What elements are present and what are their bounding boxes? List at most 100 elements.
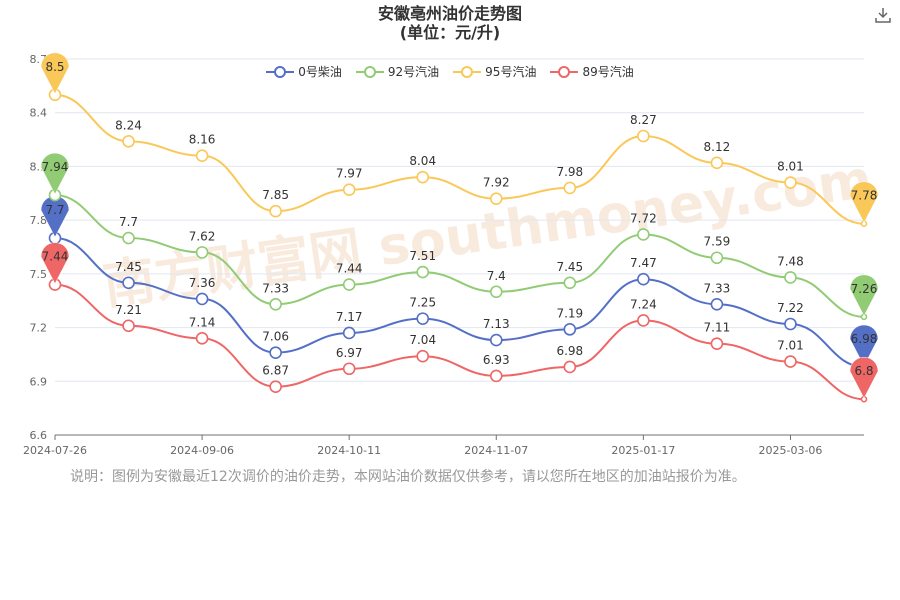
data-label: 8.24	[115, 118, 142, 132]
data-label: 7.59	[704, 235, 731, 249]
data-label: 7.62	[189, 229, 216, 243]
data-label: 6.97	[336, 346, 363, 360]
x-tick-label: 2025-01-17	[611, 444, 675, 457]
legend-label: 92号汽油	[387, 65, 440, 79]
marker-pin: 7.78	[849, 181, 879, 224]
legend-item[interactable]: 92号汽油	[355, 63, 440, 80]
data-label: 6.93	[483, 353, 510, 367]
data-point	[269, 346, 282, 359]
data-point	[342, 362, 356, 376]
data-point	[489, 192, 503, 205]
data-point	[784, 355, 797, 368]
x-tick-label: 2024-07-26	[23, 444, 87, 457]
data-label: 7.92	[483, 176, 510, 190]
series-line	[54, 93, 865, 225]
marker-pin: 7.7	[40, 195, 70, 238]
marker-pin-shape	[849, 357, 879, 399]
data-label: 8.04	[409, 154, 436, 168]
download-icon[interactable]	[874, 6, 892, 24]
data-point	[784, 271, 797, 284]
data-label: 6.87	[262, 364, 289, 378]
data-label: 7.11	[704, 321, 731, 335]
marker-pin-label: 7.44	[42, 250, 69, 264]
series-group: 8.24 8.16 7.85 7.97 8.04 7.92 7.98 8.27 8.12 8.01…	[40, 52, 879, 228]
data-point	[637, 228, 650, 241]
data-point	[637, 314, 650, 327]
data-label: 7.25	[409, 296, 436, 310]
legend-item[interactable]: 95号汽油	[453, 63, 536, 80]
marker-pin-label: 8.5	[45, 60, 64, 74]
legend-label: 95号汽油	[485, 65, 537, 79]
series-line	[54, 194, 865, 318]
y-tick-label: 6.6	[30, 429, 48, 442]
data-label: 7.48	[777, 254, 804, 268]
data-label: 7.17	[336, 310, 363, 324]
series-line	[54, 237, 865, 368]
legend-item[interactable]: 0号柴油	[266, 63, 342, 80]
data-point	[416, 349, 430, 363]
marker-pin-label: 6.98	[851, 332, 878, 346]
data-point	[489, 285, 503, 299]
marker-pin-shape	[40, 52, 70, 95]
marker-pin-shape	[40, 242, 70, 285]
data-label: 8.27	[630, 113, 657, 127]
marker-pin-label: 6.8	[854, 364, 873, 378]
marker-pin-shape	[40, 152, 70, 195]
legend-swatch-icon	[453, 65, 482, 78]
legend-swatch-icon	[550, 65, 579, 78]
series-group: 7.21 7.14 6.87 6.97 7.04 6.93 6.98 7.24 7.11 7.01…	[40, 242, 879, 403]
data-point	[342, 326, 356, 340]
data-label: 7.7	[119, 215, 138, 229]
data-point	[710, 337, 724, 350]
data-point	[563, 276, 577, 290]
data-label: 7.06	[262, 330, 289, 344]
data-label: 7.33	[262, 281, 289, 295]
data-point	[710, 156, 724, 170]
data-point	[637, 129, 650, 143]
data-label: 7.72	[630, 211, 657, 225]
data-point	[195, 149, 209, 162]
data-point	[122, 319, 135, 333]
data-label: 7.85	[262, 188, 289, 202]
data-label: 7.51	[409, 249, 436, 263]
data-label: 8.12	[704, 140, 731, 154]
marker-pin-label: 7.7	[45, 203, 64, 217]
series-group: 7.7 7.62 7.33 7.44 7.51 7.4 7.45 7.72 7.59 7.48 7.…	[40, 152, 879, 321]
data-label: 7.13	[483, 317, 510, 331]
data-point	[342, 183, 356, 197]
marker-pin: 7.44	[40, 242, 70, 285]
data-label: 7.21	[115, 303, 142, 317]
data-label: 7.36	[189, 276, 216, 290]
data-point	[637, 272, 650, 286]
chart-note: 说明：图例为安徽最近12次调价的油价走势，本网站油价数据仅供参考，请以您所在地区…	[70, 469, 746, 485]
data-point	[563, 181, 577, 195]
data-point	[416, 312, 430, 325]
data-point	[563, 360, 577, 374]
x-tick-label: 2024-10-11	[317, 444, 381, 457]
data-label: 7.44	[336, 262, 363, 276]
data-point	[342, 278, 356, 291]
data-point	[489, 333, 503, 347]
marker-pin-shape	[849, 181, 879, 224]
data-label: 7.04	[409, 333, 436, 347]
data-label: 7.24	[630, 297, 657, 311]
data-label: 7.45	[115, 260, 142, 274]
data-label: 7.97	[336, 167, 363, 181]
data-point	[122, 276, 135, 290]
legend-item[interactable]: 89号汽油	[550, 63, 634, 80]
x-tick-label: 2024-11-07	[464, 444, 528, 457]
data-point	[416, 170, 430, 184]
data-point	[269, 297, 282, 311]
marker-pin-shape	[849, 274, 879, 317]
data-label: 6.98	[556, 344, 583, 358]
legend-label: 89号汽油	[582, 65, 634, 79]
y-tick-label: 6.9	[30, 375, 48, 388]
data-point	[195, 246, 209, 259]
legend-swatch-icon	[355, 65, 384, 78]
marker-pin: 6.8	[849, 357, 879, 399]
data-label: 8.01	[777, 160, 804, 174]
data-point	[122, 135, 135, 148]
x-tick-label: 2025-03-06	[758, 444, 822, 457]
marker-pin: 8.5	[40, 52, 70, 95]
data-point	[784, 176, 797, 189]
